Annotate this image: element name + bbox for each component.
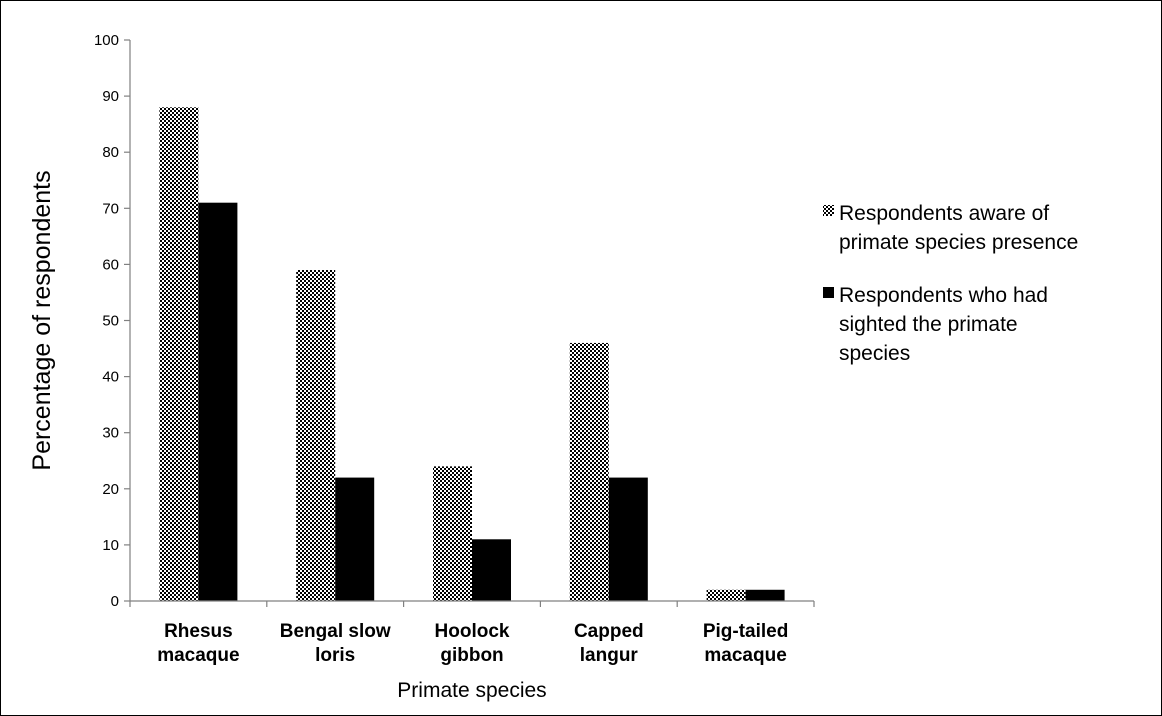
x-axis-title: Primate species <box>397 679 546 702</box>
x-category-label-line: Capped <box>574 621 644 642</box>
x-category-label: Capped langur <box>574 621 644 666</box>
y-tick-label: 100 <box>94 32 119 49</box>
legend-label-line: primate species presence <box>839 231 1078 254</box>
x-category-label-line: macaque <box>157 645 239 666</box>
bar-series2-cat3 <box>472 539 511 601</box>
bar-series2-cat1 <box>198 202 238 601</box>
x-category-label: Rhesus macaque <box>157 621 239 666</box>
x-category-label-line: Hoolock <box>435 621 510 642</box>
legend-label-line: species <box>839 342 910 365</box>
legend-label-series2: Respondents who had sighted the primate sp… <box>839 284 1048 365</box>
y-tick-label: 0 <box>111 593 119 610</box>
x-category-label-line: Bengal slow <box>280 621 391 642</box>
bar-series2-cat5 <box>745 589 785 601</box>
x-category-label-line: macaque <box>704 645 786 666</box>
y-tick-label: 90 <box>102 88 119 105</box>
legend-swatch-series1 <box>823 205 834 216</box>
y-tick-label: 10 <box>102 537 119 554</box>
y-tick-label: 50 <box>102 313 119 330</box>
x-category-label-line: langur <box>580 645 639 666</box>
x-category-label-line: Rhesus <box>164 621 233 642</box>
bar-series2-cat4 <box>608 477 648 601</box>
bar-series1-cat5 <box>706 589 746 601</box>
x-category-label-line: gibbon <box>440 645 503 666</box>
axes-layer <box>124 39 815 607</box>
labels-layer: 0 10 20 30 40 50 60 70 80 90 100 Rhesus macaque Benga… <box>28 32 788 702</box>
bars-layer <box>159 107 785 601</box>
x-category-label-line: Pig-tailed <box>703 621 789 642</box>
bar-series2-cat2 <box>335 477 375 601</box>
y-tick-label: 70 <box>102 200 119 217</box>
y-axis-title: Percentage of respondents <box>28 170 56 470</box>
bar-series1-cat1 <box>159 107 199 601</box>
y-tick-label: 40 <box>102 369 119 386</box>
legend-label-line: sighted the primate <box>839 313 1018 336</box>
x-category-label: Pig-tailed macaque <box>703 621 789 666</box>
x-category-label: Bengal slow loris <box>280 621 391 666</box>
legend-label-line: Respondents who had <box>839 284 1048 307</box>
legend-label-series1: Respondents aware of primate species pres… <box>839 202 1078 254</box>
y-tick-label: 30 <box>102 425 119 442</box>
y-tick-label: 80 <box>102 144 119 161</box>
y-tick-label: 20 <box>102 481 119 498</box>
x-category-label: Hoolock gibbon <box>435 621 510 666</box>
legend: Respondents aware of primate species pres… <box>823 202 1078 365</box>
legend-label-line: Respondents aware of <box>839 202 1049 225</box>
bar-series1-cat2 <box>296 270 336 601</box>
x-category-label-line: loris <box>315 645 355 666</box>
y-tick-label: 60 <box>102 256 119 273</box>
bar-series1-cat3 <box>433 466 472 601</box>
legend-swatch-series2 <box>823 287 834 298</box>
bar-series1-cat4 <box>569 342 609 601</box>
